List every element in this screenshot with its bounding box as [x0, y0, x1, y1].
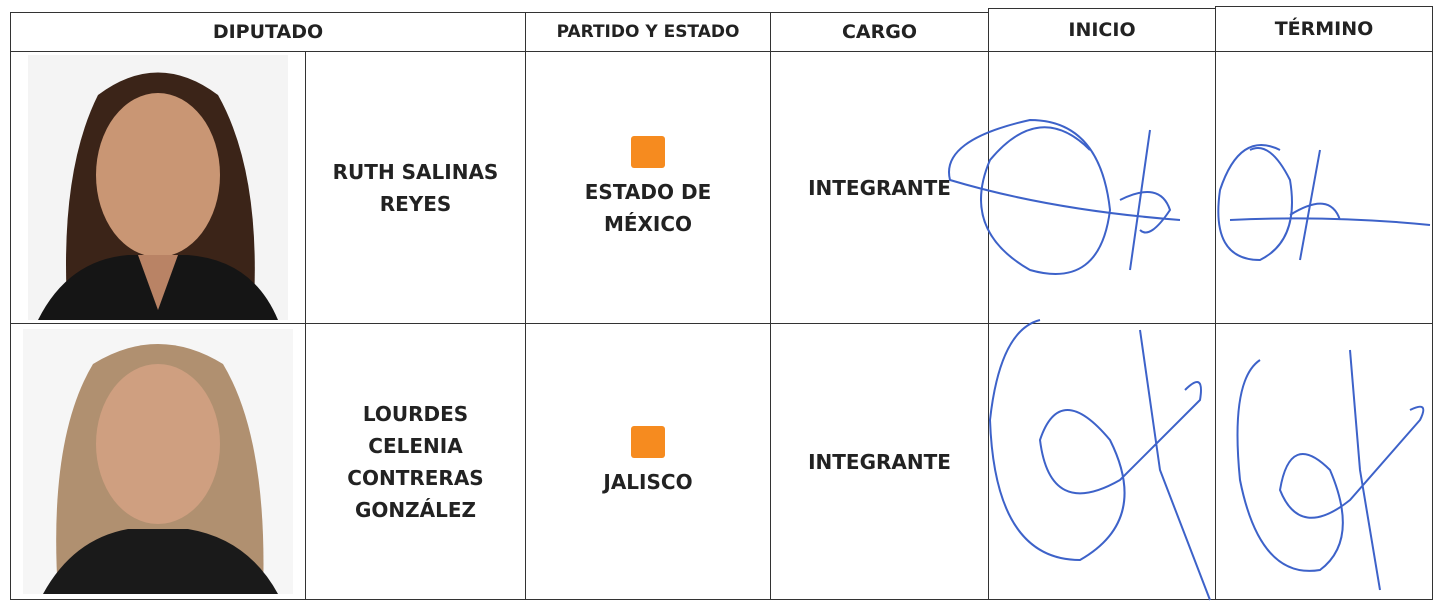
header-cell: PARTIDO Y ESTADO: [525, 12, 771, 52]
signature-cell: [988, 51, 1216, 324]
name-cell: RUTH SALINAS REYES: [305, 51, 526, 324]
party-logo: [631, 135, 665, 168]
photo: [23, 329, 293, 594]
party-logo: [630, 425, 665, 458]
party-cell: JALISCO: [525, 323, 771, 600]
header-cell: INICIO: [988, 8, 1216, 52]
state: JALISCO: [603, 469, 693, 494]
photo-cell: [10, 323, 306, 600]
signature-cell: [1215, 51, 1433, 324]
header-cell: DIPUTADO: [10, 12, 526, 52]
signature-cell: [1215, 323, 1433, 600]
header-cell: CARGO: [770, 12, 989, 52]
header-cell: TÉRMINO: [1215, 6, 1433, 52]
role-cell: INTEGRANTE: [770, 51, 989, 324]
name-cell: LOURDES CELENIA CONTRERAS GONZÁLEZ: [305, 323, 526, 600]
signature-cell: [988, 323, 1216, 600]
role-cell: INTEGRANTE: [770, 323, 989, 600]
photo-cell: [10, 51, 306, 324]
photo: [28, 55, 288, 320]
state: ESTADO DE MÉXICO: [584, 179, 712, 236]
party-cell: ESTADO DE MÉXICO: [525, 51, 771, 324]
